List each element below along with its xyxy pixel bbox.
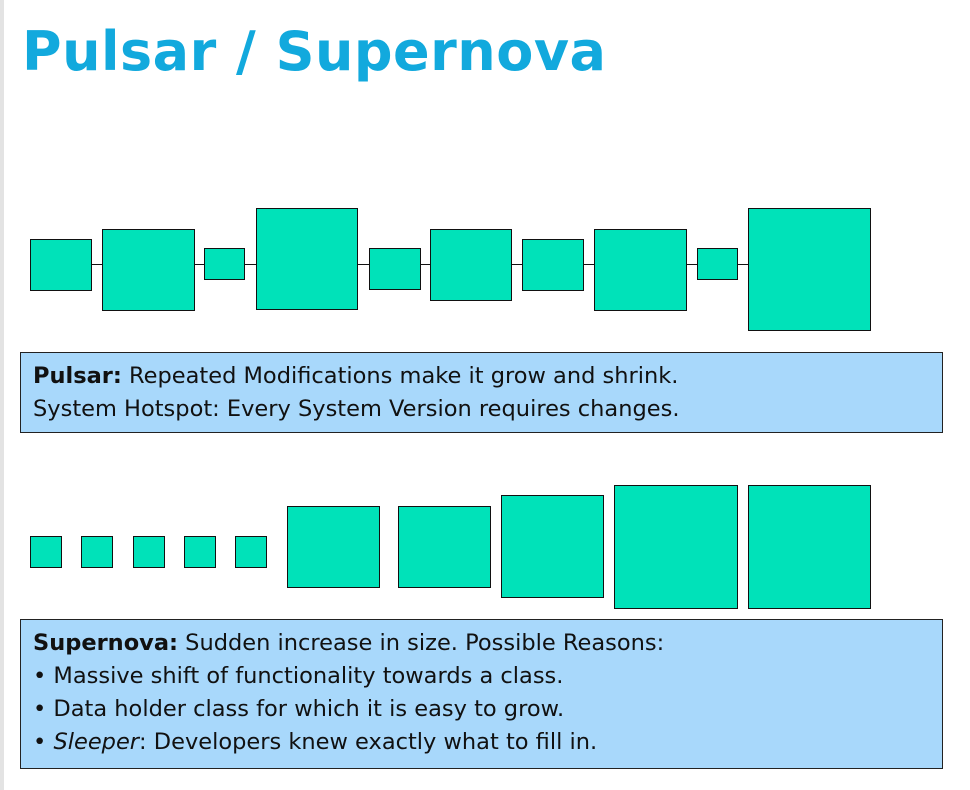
pulsar-caption: Pulsar: Repeated Modifications make it g… [20,352,943,433]
class-version-box [102,229,195,311]
supernova-description-line: Supernova: Sudden increase in size. Poss… [33,627,930,660]
connector [245,264,256,265]
pulsar-label: Pulsar: [33,363,122,389]
supernova-bullet-data-holder: • Data holder class for which it is easy… [33,696,565,722]
supernova-bullet-sleeper: • Sleeper: Developers knew exactly what … [33,726,930,759]
class-version-box [748,208,871,331]
supernova-caption: Supernova: Sudden increase in size. Poss… [20,619,943,769]
pulsar-hotspot-line: System Hotspot: Every System Version req… [33,396,680,422]
supernova-label: Supernova: [33,630,179,656]
class-version-box [30,536,62,568]
class-version-box [235,536,267,568]
class-version-box [748,485,871,609]
left-border [0,0,4,790]
class-version-box [133,536,165,568]
class-version-box [430,229,512,301]
class-version-box [614,485,738,609]
class-version-box [81,536,113,568]
connector [583,264,594,265]
connector [358,264,369,265]
class-version-box [522,239,584,291]
class-version-box [369,248,421,290]
bullet-prefix: • [33,729,54,755]
class-version-box [697,248,738,280]
class-version-box [594,229,687,311]
connector [687,264,697,265]
connector [511,264,522,265]
class-version-box [184,536,216,568]
supernova-text: Sudden increase in size. Possible Reason… [178,630,665,656]
pulsar-description-line: Pulsar: Repeated Modifications make it g… [33,360,930,393]
sleeper-term: Sleeper [53,729,140,755]
connector [737,264,748,265]
slide-title: Pulsar / Supernova [22,20,607,83]
pulsar-text: Repeated Modifications make it grow and … [121,363,679,389]
class-version-box [398,506,491,588]
connector [420,264,430,265]
class-version-box [256,208,358,310]
supernova-bullet-functionality: • Massive shift of functionality towards… [33,663,564,689]
class-version-box [30,239,92,291]
class-version-box [287,506,380,588]
connector [194,264,204,265]
class-version-box [501,495,604,598]
sleeper-text: : Developers knew exactly what to fill i… [139,729,598,755]
connector [91,264,102,265]
class-version-box [204,248,245,280]
